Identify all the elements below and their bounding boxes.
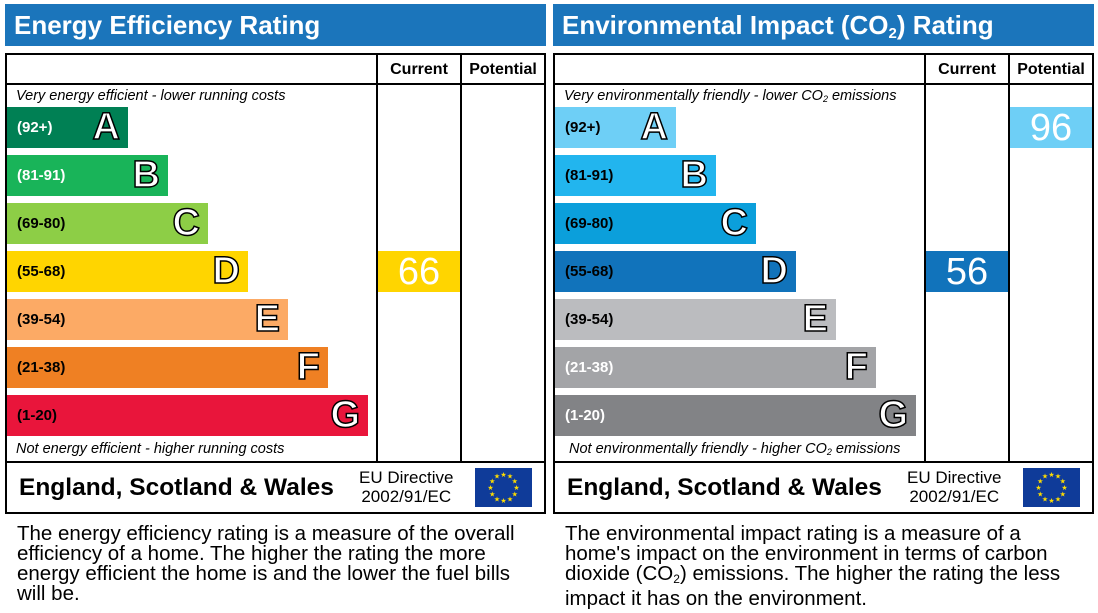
band-e: (39-54) E — [555, 297, 836, 341]
svg-text:★: ★ — [489, 491, 495, 499]
energy-region-label: England, Scotland & Wales — [19, 474, 334, 501]
band-b: (81-91) B — [7, 153, 168, 197]
svg-text:★: ★ — [1060, 478, 1066, 486]
svg-text:★: ★ — [1037, 491, 1043, 499]
svg-text:★: ★ — [1055, 495, 1061, 503]
energy-panel-title: Energy Efficiency Rating — [5, 4, 546, 46]
energy-eu-directive: EU Directive 2002/91/EC — [359, 468, 454, 506]
energy-potential-header: Potential — [469, 61, 537, 78]
band-range-label: (81-91) — [17, 167, 66, 184]
band-b: (81-91) B — [555, 153, 716, 197]
band-range-label: (92+) — [565, 119, 601, 136]
eu-flag-icon: ★ ★ ★ ★ ★ ★ ★ ★ ★ ★ ★ ★ — [475, 468, 532, 507]
band-letter: A — [640, 105, 669, 149]
band-c: (69-80) C — [555, 201, 756, 245]
svg-text:★: ★ — [1042, 473, 1048, 481]
band-range-label: (69-80) — [17, 215, 66, 232]
band-letter: E — [802, 297, 829, 341]
svg-text:★: ★ — [1055, 473, 1061, 481]
svg-text:★: ★ — [1048, 471, 1054, 479]
svg-text:★: ★ — [507, 495, 513, 503]
band-g: (1-20) G — [555, 393, 916, 437]
band-range-label: (81-91) — [565, 167, 614, 184]
svg-text:★: ★ — [1035, 484, 1041, 492]
band-letter: C — [720, 201, 749, 245]
band-range-label: (39-54) — [17, 311, 66, 328]
environment-rating-table: Current Potential Very environmentally f… — [553, 53, 1094, 463]
band-letter: D — [212, 249, 241, 293]
band-f: (21-38) F — [555, 345, 876, 389]
environment-region-label: England, Scotland & Wales — [567, 474, 882, 501]
svg-text:★: ★ — [1048, 497, 1054, 505]
svg-text:★: ★ — [500, 471, 506, 479]
band-range-label: (1-20) — [17, 407, 58, 424]
svg-text:★: ★ — [1042, 495, 1048, 503]
energy-top-caption: Very energy efficient - lower running co… — [16, 88, 286, 104]
environment-description: The environmental impact rating is a mea… — [565, 522, 1061, 610]
band-letter: E — [254, 297, 281, 341]
svg-text:★: ★ — [512, 491, 518, 499]
band-letter: G — [878, 393, 909, 437]
energy-description: The energy efficiency rating is a measur… — [17, 522, 515, 605]
energy-current-header: Current — [390, 61, 448, 78]
band-e: (39-54) E — [7, 297, 288, 341]
band-letter: B — [680, 153, 709, 197]
band-g: (1-20) G — [7, 393, 368, 437]
svg-text:★: ★ — [512, 478, 518, 486]
band-d: (55-68) D — [555, 249, 796, 293]
svg-text:★: ★ — [489, 478, 495, 486]
environment-bottom-caption: Not environmentally friendly - higher CO… — [569, 441, 901, 457]
energy-efficiency-panel: Energy Efficiency Rating Current Potenti… — [5, 4, 546, 609]
energy-bottom-caption: Not energy efficient - higher running co… — [16, 441, 285, 457]
svg-text:★: ★ — [513, 484, 519, 492]
band-letter: F — [296, 345, 321, 389]
environment-top-caption: Very environmentally friendly - lower CO… — [564, 88, 897, 104]
band-letter: A — [92, 105, 121, 149]
band-letter: G — [330, 393, 361, 437]
environmental-impact-panel: Environmental Impact (CO2) Rating Curren… — [553, 4, 1094, 609]
band-range-label: (55-68) — [17, 263, 66, 280]
band-range-label: (69-80) — [565, 215, 614, 232]
environment-potential-header: Potential — [1017, 61, 1085, 78]
band-range-label: (92+) — [17, 119, 53, 136]
band-a: (92+) A — [7, 105, 128, 149]
energy-current-score: 66 — [378, 251, 460, 293]
band-range-label: (39-54) — [565, 311, 614, 328]
svg-text:★: ★ — [1061, 484, 1067, 492]
svg-text:★: ★ — [494, 473, 500, 481]
band-f: (21-38) F — [7, 345, 328, 389]
environment-current-score: 56 — [926, 251, 1008, 293]
band-letter: F — [844, 345, 869, 389]
band-range-label: (21-38) — [17, 359, 66, 376]
band-letter: B — [132, 153, 161, 197]
eu-flag-icon: ★ ★ ★ ★ ★ ★ ★ ★ ★ ★ ★ ★ — [1023, 468, 1080, 507]
band-letter: D — [760, 249, 789, 293]
band-a: (92+) A — [555, 105, 676, 149]
energy-rating-table: Current Potential Very energy efficient … — [5, 53, 546, 463]
svg-text:★: ★ — [500, 497, 506, 505]
band-range-label: (55-68) — [565, 263, 614, 280]
svg-text:★: ★ — [1060, 491, 1066, 499]
band-range-label: (1-20) — [565, 407, 606, 424]
environment-eu-directive: EU Directive 2002/91/EC — [907, 468, 1002, 506]
svg-text:★: ★ — [494, 495, 500, 503]
band-letter: C — [172, 201, 201, 245]
band-d: (55-68) D — [7, 249, 248, 293]
environment-footer: England, Scotland & Wales EU Directive 2… — [553, 463, 1094, 514]
environment-current-header: Current — [938, 61, 996, 78]
environment-panel-title: Environmental Impact (CO2) Rating — [553, 4, 1094, 46]
svg-text:★: ★ — [1037, 478, 1043, 486]
environment-potential-score: 96 — [1010, 107, 1092, 149]
band-range-label: (21-38) — [565, 359, 614, 376]
band-c: (69-80) C — [7, 201, 208, 245]
svg-text:★: ★ — [507, 473, 513, 481]
svg-text:★: ★ — [487, 484, 493, 492]
energy-footer: England, Scotland & Wales EU Directive 2… — [5, 463, 546, 514]
